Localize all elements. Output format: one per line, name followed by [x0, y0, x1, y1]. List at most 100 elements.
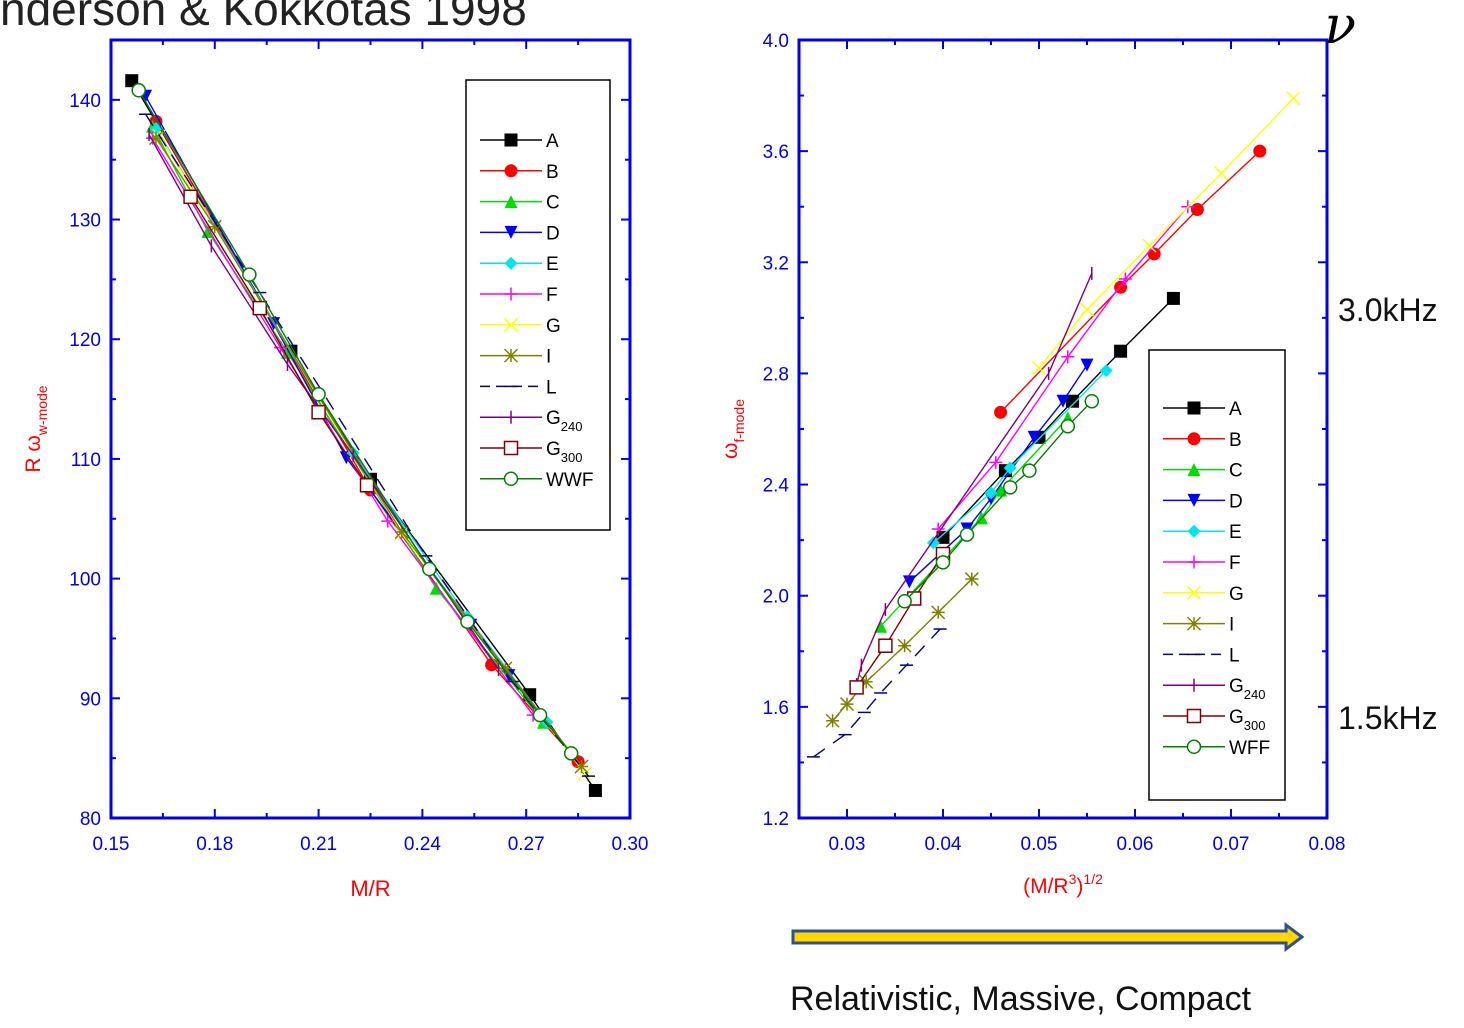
y-tick-label: 2.4 [763, 476, 790, 497]
data-point [1118, 272, 1132, 286]
series-wff [897, 393, 1100, 609]
data-point [574, 759, 589, 774]
legend-marker [504, 225, 518, 239]
data-point [964, 572, 979, 587]
x-tick-label: 0.15 [93, 834, 130, 855]
data-point [125, 74, 139, 88]
legend-marker [1187, 432, 1201, 446]
data-point [859, 674, 874, 689]
data-point [532, 707, 548, 723]
y-tick-label: 2.8 [763, 364, 789, 385]
data-point [1286, 91, 1301, 106]
series-wwf [131, 83, 579, 761]
y-tick-label: 140 [69, 91, 101, 112]
data-point [1060, 418, 1076, 434]
legend-marker [504, 133, 518, 147]
legend-marker [504, 195, 518, 209]
data-point [1031, 360, 1047, 375]
data-point [959, 527, 975, 542]
data-point [394, 524, 409, 539]
legend-label: WFF [1229, 738, 1270, 759]
x-axis-label: (M/R3)1/2 [1023, 871, 1103, 898]
x-tick-label: 0.03 [829, 834, 866, 855]
series-l [139, 113, 595, 777]
legend-label: E [546, 254, 559, 275]
legend-marker [503, 317, 519, 332]
data-point [381, 514, 395, 528]
legend-marker [504, 164, 518, 178]
legend-marker [504, 256, 518, 270]
legend-marker [1186, 708, 1202, 724]
x-tick-label: 0.18 [196, 834, 233, 855]
series-line [1038, 97, 1294, 369]
x-tick-label: 0.27 [508, 834, 545, 855]
data-point [131, 83, 146, 98]
legend-label: I [1229, 615, 1234, 636]
series-line [812, 628, 941, 758]
data-point [311, 387, 326, 402]
frequency-label-high: 3.0kHz [1338, 292, 1438, 328]
f-mode-chart: 0.03 0.04 0.05 0.06 0.07 0.08 1.2 1.6 2.0 2.4 2.8 3… [719, 31, 1345, 898]
data-point [1027, 430, 1041, 444]
data-point [1142, 238, 1157, 253]
x-tick-label: 0.30 [612, 834, 649, 855]
series-e [926, 364, 1113, 550]
y-tick-label: 90 [80, 689, 101, 710]
legend-box [1148, 349, 1286, 801]
data-point [429, 581, 443, 595]
legend-label: G300 [1229, 707, 1265, 733]
data-point [849, 680, 864, 695]
data-point [1079, 302, 1095, 317]
series-a [936, 291, 1180, 544]
series-line [151, 137, 534, 716]
legend-label: F [1229, 553, 1241, 574]
y-tick-label: 2.0 [763, 587, 789, 608]
y-axis-label: R ωw-mode [22, 385, 50, 472]
data-point [1003, 461, 1017, 475]
y-tick-label: 80 [80, 809, 101, 830]
legend-label: G300 [546, 439, 582, 465]
data-point [1084, 393, 1100, 409]
legend-marker [503, 471, 519, 487]
data-point [252, 300, 268, 316]
data-point [1114, 344, 1128, 358]
frequency-label-low: 1.5kHz [1338, 700, 1438, 736]
data-point [460, 614, 475, 629]
legend-label: F [546, 285, 558, 306]
data-point [588, 783, 602, 797]
legend-label: L [1229, 645, 1240, 666]
arrow-shape [791, 922, 1305, 952]
x-tick-label: 0.24 [404, 834, 441, 855]
data-point [207, 219, 222, 234]
data-point [926, 536, 940, 550]
series-d [902, 358, 1094, 589]
series-f [931, 200, 1195, 536]
data-point [183, 189, 198, 205]
legend-label: B [1229, 430, 1242, 451]
legend-marker [1186, 616, 1202, 631]
series-g240 [855, 266, 1093, 692]
data-point [984, 486, 998, 500]
legend-box [465, 79, 611, 531]
data-point [1190, 202, 1204, 216]
legend-label: G [1229, 584, 1244, 605]
progress-arrow [791, 922, 1305, 952]
w-mode-chart: 0.15 0.18 0.21 0.24 0.27 0.30 80 90 100 110 120 130… [22, 38, 649, 901]
data-point [1253, 144, 1267, 158]
legend-label: A [1229, 399, 1242, 420]
data-point [422, 561, 437, 577]
series-d [139, 89, 516, 683]
legend-marker [1186, 739, 1202, 755]
series-line [190, 196, 368, 486]
data-point [897, 638, 912, 653]
x-tick-label: 0.06 [1117, 834, 1154, 855]
data-point [1002, 480, 1018, 495]
y-axis-label: ωf-mode [719, 399, 747, 459]
data-point [1061, 350, 1075, 364]
data-point [994, 405, 1008, 419]
y-tick-label: 100 [69, 570, 101, 591]
legend-marker [1187, 463, 1201, 477]
legend-label: I [546, 347, 551, 368]
